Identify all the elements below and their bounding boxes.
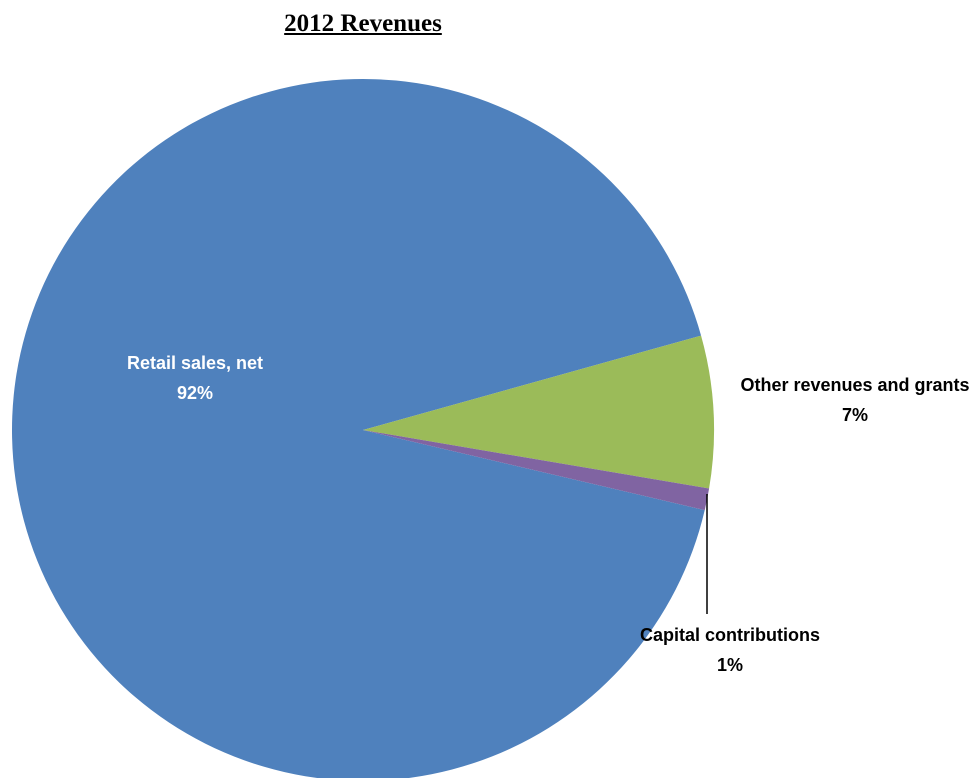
pie-slice (363, 335, 714, 489)
slice-value: 92% (176, 383, 214, 403)
slice-value: 7% (841, 405, 868, 425)
pie-slice (12, 79, 705, 778)
slice-label: Other revenues and grants 7% (735, 370, 975, 430)
slice-label: Capital contributions 1% (640, 620, 820, 680)
pie-slice (363, 430, 710, 511)
slice-name: Capital contributions (640, 625, 820, 645)
slice-name: Other revenues and grants (740, 375, 970, 395)
chart-title: 2012 Revenues (284, 10, 442, 37)
slice-name: Retail sales, net (126, 353, 264, 373)
slice-value: 1% (716, 655, 743, 675)
slice-label: Retail sales, net 92% (100, 348, 290, 408)
